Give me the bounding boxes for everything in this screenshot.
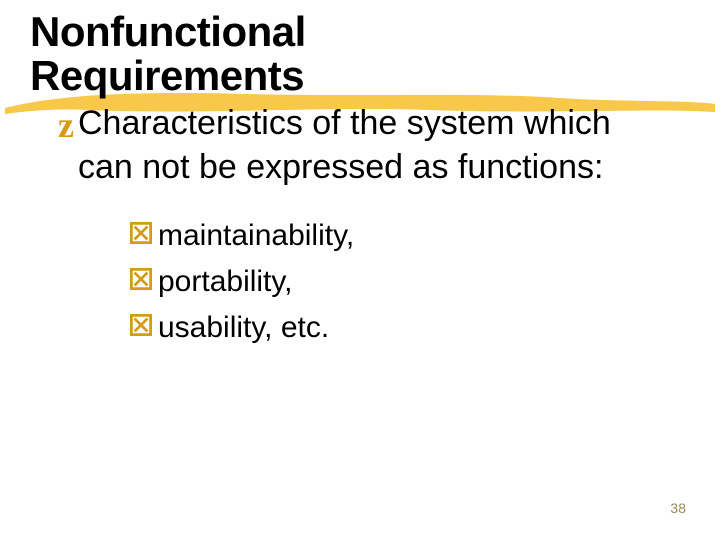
page-number: 38 (670, 500, 686, 516)
bullet-level2-item: maintainability, (130, 215, 690, 257)
boxed-x-icon (130, 314, 152, 336)
bullet-level1: z Characteristics of the system which ca… (58, 102, 690, 189)
slide: Nonfunctional Requirements z Characteris… (0, 0, 720, 540)
slide-title: Nonfunctional Requirements (30, 10, 690, 98)
bullet-level2-item: portability, (130, 261, 690, 303)
title-line-1: Nonfunctional (30, 8, 306, 55)
bullet-level2-list: maintainability, portability, usability,… (30, 215, 690, 349)
bullet-level1-text: Characteristics of the system which can … (78, 102, 638, 189)
bullet-level2-item: usability, etc. (130, 307, 690, 349)
bullet-level2-text: usability, etc. (158, 307, 329, 349)
bullet-level2-text: maintainability, (158, 215, 354, 257)
z-bullet-icon: z (58, 104, 74, 146)
title-line-2: Requirements (30, 52, 304, 99)
boxed-x-icon (130, 268, 152, 290)
boxed-x-icon (130, 222, 152, 244)
bullet-level2-text: portability, (158, 261, 293, 303)
